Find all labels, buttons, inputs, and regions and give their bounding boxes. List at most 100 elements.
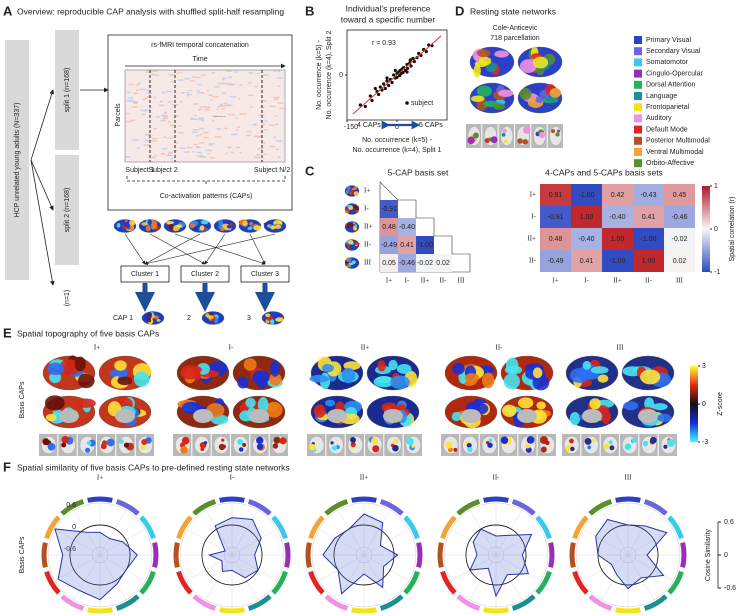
col-label: I- — [405, 277, 410, 285]
network-ring-segment — [416, 542, 423, 568]
brain-blob — [275, 317, 284, 323]
axial-blob — [666, 438, 675, 447]
brain-blob — [266, 315, 271, 321]
arrow — [144, 233, 276, 266]
radar-grid — [619, 546, 637, 564]
axial-blob — [466, 442, 472, 448]
matrix-cell — [602, 228, 633, 250]
matrix-cell — [633, 184, 664, 206]
matrix-cell — [167, 151, 174, 154]
axial-blob — [649, 436, 657, 444]
axial-blob — [393, 438, 399, 444]
matrix-cell — [199, 127, 204, 130]
matrix-cell — [257, 148, 264, 150]
axial-blob — [309, 443, 316, 451]
cap-title: II- — [496, 344, 504, 352]
network-ring-segment — [351, 607, 377, 614]
brain-blob — [75, 398, 96, 408]
matrix-cell — [167, 154, 172, 157]
brain-blob — [116, 222, 121, 228]
brain-blob — [517, 397, 534, 409]
axial-blob — [256, 436, 264, 445]
cell-value: -0.43 — [641, 192, 657, 199]
network-ring-segment — [535, 570, 552, 595]
matrix-cell — [633, 206, 664, 228]
matrix-cell — [125, 156, 131, 158]
matrix-cell — [141, 113, 146, 116]
matrix-cell — [191, 131, 198, 134]
radar-area — [54, 528, 139, 601]
network-ring-segment — [535, 515, 552, 540]
brain-blob — [451, 411, 462, 422]
axial-blob — [453, 447, 458, 452]
axial-brain — [602, 436, 618, 454]
legend-label: Primary Visual — [646, 37, 691, 44]
axial-blob — [86, 440, 92, 446]
brain-blob — [343, 361, 361, 371]
matrix-cell — [248, 72, 253, 74]
cell-value: 0.48 — [382, 224, 396, 231]
radar-spoke — [205, 509, 233, 556]
caps-label: Co-activation patterns (CAPs) — [160, 193, 253, 200]
matrix-cell — [170, 80, 174, 83]
brain-blob — [180, 366, 201, 380]
arrow — [30, 159, 54, 211]
matrix-cell — [190, 117, 194, 120]
subject-point — [370, 98, 374, 103]
matrix-cell — [252, 124, 257, 126]
matrix-cell — [176, 114, 179, 117]
brain-blob — [505, 357, 519, 375]
panel-letter: F — [3, 459, 11, 474]
subject-point — [408, 61, 412, 65]
legend-marker — [405, 101, 409, 105]
colorbar-tick-label: 1 — [714, 183, 718, 190]
regression-line — [352, 35, 442, 115]
matrix-cell — [274, 115, 277, 117]
matrix-cell — [222, 77, 227, 80]
network-ring-segment — [87, 496, 113, 503]
col-label: III — [458, 277, 466, 285]
panel-title: Resting state networks — [470, 6, 556, 16]
axial-blob — [555, 132, 560, 137]
panel-letter: E — [3, 325, 12, 340]
matrix-cell — [158, 104, 164, 107]
subject-point — [393, 68, 397, 73]
brain-blob — [519, 59, 537, 73]
axial-blob — [539, 131, 546, 139]
matrix-cell — [398, 218, 416, 236]
network-ring-segment — [247, 499, 272, 516]
colorbar-tick-label: -3 — [702, 439, 708, 446]
colorbar — [690, 366, 698, 442]
col-label: II+ — [421, 277, 430, 285]
matrix-cell — [231, 133, 238, 136]
matrix-cell — [263, 129, 268, 131]
subject-point — [387, 83, 391, 88]
matrix-cell — [181, 92, 185, 94]
legend-label: Ventral Multimodal — [646, 149, 704, 156]
legend-label: Language — [646, 93, 677, 100]
matrix-cell — [216, 106, 221, 108]
matrix-cell — [160, 119, 166, 122]
matrix-cell — [143, 97, 148, 99]
radar-spoke — [450, 554, 497, 582]
medial-wall — [327, 409, 347, 423]
matrix-cell — [224, 127, 228, 130]
axial-blob — [551, 129, 556, 134]
brain-blob — [245, 397, 256, 408]
brain-blob — [652, 403, 668, 411]
brain-blob — [351, 260, 356, 264]
axial-blob — [237, 439, 243, 445]
brain-blob — [237, 376, 249, 389]
split-box — [55, 30, 79, 150]
axial-blob — [488, 438, 493, 443]
matrix-cell — [276, 148, 280, 151]
y-axis-label: No. occurrence (k=4), Split 2 — [326, 30, 333, 119]
brain-blob — [227, 224, 232, 229]
radar-spoke — [495, 554, 542, 582]
axial-blob — [526, 436, 535, 444]
matrix-cell — [571, 184, 602, 206]
subject-label: Subject 2 — [148, 167, 177, 174]
axial-blob — [642, 440, 649, 447]
cell-value: 0.42 — [611, 192, 625, 199]
matrix-cell — [380, 254, 398, 272]
